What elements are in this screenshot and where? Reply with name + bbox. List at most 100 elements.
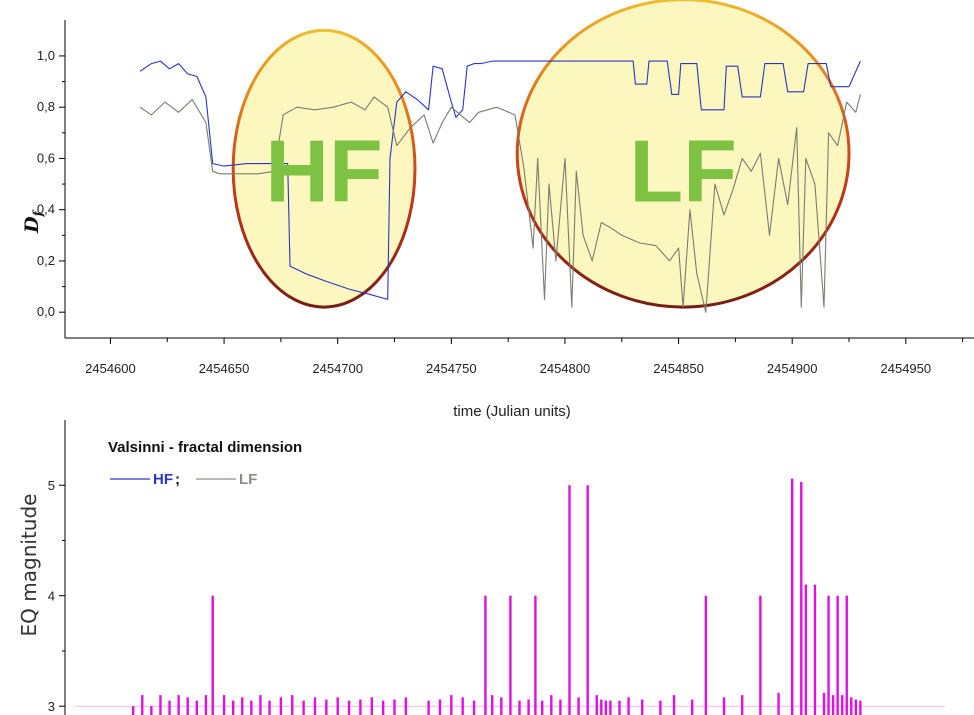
eq-event-bar <box>568 485 571 715</box>
eq-event-bar <box>491 695 494 715</box>
eq-event-bar <box>427 700 430 715</box>
top-y-tick-label: 1,0 <box>37 48 55 63</box>
eq-event-bar <box>559 699 562 715</box>
eq-event-bar <box>541 700 544 715</box>
eq-event-bar <box>831 695 835 715</box>
eq-event-bar <box>484 595 487 715</box>
top-x-tick-label: 2454800 <box>540 361 591 376</box>
eq-event-bar <box>836 595 839 715</box>
bottom-axes: 3 4 5 <box>48 420 66 715</box>
eq-event-bar <box>250 700 253 715</box>
top-x-tick-label: 2454900 <box>767 361 818 376</box>
eq-event-bar <box>268 700 271 715</box>
eq-event-bar <box>845 595 848 715</box>
series-line-hf <box>139 60 861 300</box>
top-x-tick-label: 2454950 <box>881 361 932 376</box>
eq-event-bar <box>618 700 621 715</box>
series-line-lf <box>139 94 861 313</box>
y-axis-label-main: D <box>21 216 43 234</box>
eq-event-bar <box>159 695 162 715</box>
bottom-y-tick-label: 5 <box>48 478 55 493</box>
eq-event-bar <box>381 700 385 715</box>
eq-event-bar <box>177 695 180 715</box>
band-labels: HF LF <box>265 121 736 220</box>
eq-event-bar <box>827 595 830 715</box>
fractal-dimension-panel: HF LF 0,0 0,2 0,4 0,6 0,8 1,0 2454600 2454650 245… <box>21 0 974 420</box>
eq-event-bar <box>222 695 226 715</box>
eq-event-bar <box>393 699 396 715</box>
eq-event-bar <box>854 699 858 715</box>
frequency-band-ellipses <box>231 0 851 309</box>
y-axis-label-top: Df <box>21 209 45 233</box>
top-y-tick-label: 0,0 <box>37 304 55 319</box>
y-axis-label-bottom: EQ magnitude <box>17 494 41 637</box>
eq-event-bar <box>231 700 235 715</box>
top-x-tick-label: 2454700 <box>312 361 363 376</box>
band-label-lf: LF <box>629 121 737 220</box>
top-y-tick-label: 0,4 <box>37 202 55 217</box>
eq-event-bar <box>791 478 794 715</box>
eq-event-bar <box>604 700 608 715</box>
eq-event-bar <box>359 699 362 715</box>
eq-event-bar <box>840 695 844 715</box>
eq-event-bar <box>691 699 694 715</box>
eq-event-bar <box>291 695 294 715</box>
eq-event-bar <box>347 700 351 715</box>
eq-event-bar <box>168 700 171 715</box>
eq-event-bar <box>595 695 598 715</box>
bottom-y-tick-label: 4 <box>48 589 55 604</box>
legend-separator: ; <box>175 471 180 488</box>
eq-event-bar <box>534 595 537 715</box>
eq-event-bar <box>472 700 476 715</box>
eq-magnitude-panel: 3 4 5 EQ magnitude Valsinni - fractal dime… <box>17 420 945 715</box>
eq-event-bar <box>302 700 305 715</box>
top-y-tick-label: 0,2 <box>37 253 55 268</box>
top-y-tick-label: 0,8 <box>37 99 55 114</box>
top-x-tick-label: 2454850 <box>653 361 704 376</box>
eq-event-bar <box>813 584 817 715</box>
band-label-hf: HF <box>265 121 382 220</box>
eq-event-bar <box>777 692 780 715</box>
eq-event-bar <box>659 700 662 715</box>
y-axis-label-subscript: f <box>31 209 45 217</box>
eq-event-bar <box>822 692 826 715</box>
eq-event-bar <box>609 700 612 715</box>
eq-event-bar <box>586 485 589 715</box>
eq-event-bar <box>518 700 521 715</box>
eq-event-bar <box>550 695 553 715</box>
fractal-dimension-series <box>139 60 861 313</box>
eq-event-bar <box>859 700 862 715</box>
eq-event-bar <box>759 595 762 715</box>
eq-event-bar <box>800 481 803 715</box>
eq-event-bar <box>600 699 603 715</box>
eq-event-bar <box>741 695 744 715</box>
top-x-tick-label: 2454650 <box>199 361 250 376</box>
eq-event-bar <box>131 706 135 715</box>
legend-hf-label: HF <box>153 471 173 488</box>
eq-event-bar <box>704 595 708 715</box>
bottom-y-tick-label: 3 <box>48 699 55 714</box>
eq-event-bar <box>509 595 512 715</box>
eq-event-bar <box>527 699 530 715</box>
eq-event-bar <box>641 699 644 715</box>
eq-event-bar <box>450 695 453 715</box>
eq-event-bar <box>195 700 199 715</box>
inset-title: Valsinni - fractal dimension <box>108 439 302 456</box>
top-x-tick-label: 2454600 <box>85 361 136 376</box>
eq-event-bar <box>672 695 676 715</box>
eq-event-bar <box>204 695 208 715</box>
eq-event-bar <box>150 706 153 715</box>
eq-event-bar <box>141 695 144 715</box>
eq-event-bar <box>211 595 214 715</box>
x-axis-label: time (Julian units) <box>453 403 571 420</box>
eq-event-bar <box>438 699 442 715</box>
top-axes: 0,0 0,2 0,4 0,6 0,8 1,0 2454600 2454650 2454700 2… <box>37 20 974 376</box>
eq-event-bar <box>259 695 262 715</box>
top-y-tick-label: 0,6 <box>37 150 55 165</box>
eq-event-bar <box>325 699 328 715</box>
legend-lf-label: LF <box>239 471 257 488</box>
eq-magnitude-bars <box>75 478 945 715</box>
ellipse-hf <box>231 28 417 309</box>
eq-event-bar <box>804 584 808 715</box>
